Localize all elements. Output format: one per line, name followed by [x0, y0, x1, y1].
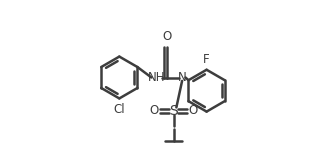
Text: Cl: Cl: [113, 103, 125, 116]
Text: N: N: [178, 71, 186, 84]
Text: O: O: [189, 104, 198, 117]
Text: O: O: [149, 104, 159, 117]
Text: NH: NH: [148, 71, 165, 84]
Text: F: F: [203, 53, 210, 66]
Text: S: S: [169, 104, 178, 118]
Text: O: O: [162, 30, 171, 43]
